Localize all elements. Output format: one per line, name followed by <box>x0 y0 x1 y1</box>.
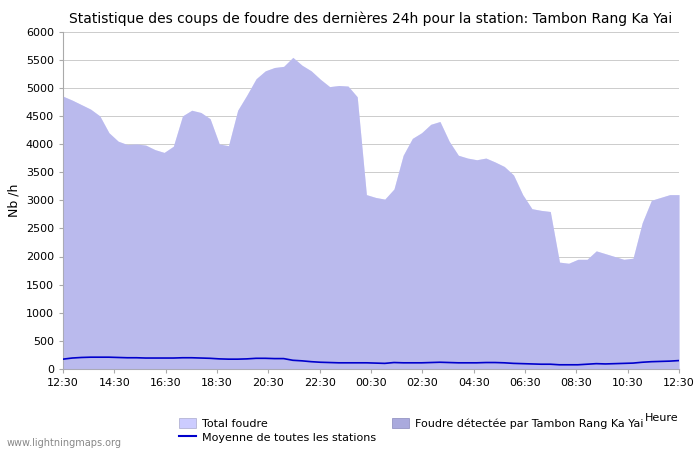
Text: www.lightningmaps.org: www.lightningmaps.org <box>7 438 122 448</box>
Text: Heure: Heure <box>645 413 679 423</box>
Y-axis label: Nb /h: Nb /h <box>7 184 20 217</box>
Legend: Total foudre, Moyenne de toutes les stations, Foudre détectée par Tambon Rang Ka: Total foudre, Moyenne de toutes les stat… <box>179 418 643 443</box>
Title: Statistique des coups de foudre des dernières 24h pour la station: Tambon Rang K: Statistique des coups de foudre des dern… <box>69 12 673 26</box>
